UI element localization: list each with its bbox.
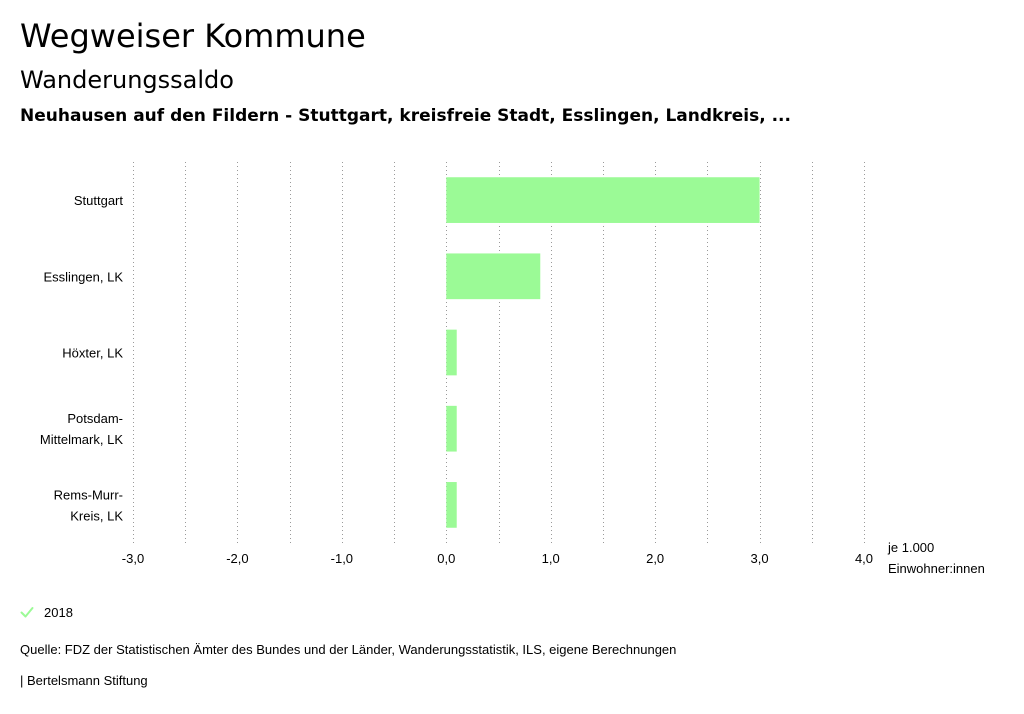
x-tick-label: 3,0	[751, 551, 769, 566]
source-note: Quelle: FDZ der Statistischen Ämter des …	[20, 642, 677, 657]
x-axis-tick-labels: -3,0 -2,0 -1,0 0,0 1,0 2,0 3,0 4,0	[122, 551, 873, 566]
x-tick-label: 2,0	[646, 551, 664, 566]
category-label: Esslingen, LK	[44, 269, 124, 284]
x-tick-label: -2,0	[226, 551, 248, 566]
bar[interactable]	[446, 482, 457, 528]
bars	[446, 177, 760, 528]
category-label-line: Esslingen, LK	[44, 269, 124, 284]
category-label-line: Kreis, LK	[70, 508, 123, 523]
legend[interactable]: 2018	[20, 602, 73, 622]
category-label: Höxter, LK	[62, 346, 123, 361]
category-label-line: Potsdam-	[67, 411, 123, 426]
x-tick-label: 1,0	[542, 551, 560, 566]
bar[interactable]	[446, 177, 760, 223]
category-label-line: Mittelmark, LK	[40, 432, 123, 447]
bar[interactable]	[446, 253, 541, 300]
category-label: Stuttgart	[74, 193, 124, 208]
category-labels: Stuttgart Esslingen, LK Höxter, LK Potsdam-…	[40, 193, 123, 523]
x-tick-label: -3,0	[122, 551, 144, 566]
category-label-line: Stuttgart	[74, 193, 124, 208]
bar[interactable]	[446, 329, 457, 376]
x-tick-label: -1,0	[331, 551, 353, 566]
category-label-line: Rems-Murr-	[54, 487, 123, 502]
chart-subtitle: Wanderungssaldo	[20, 66, 234, 94]
legend-label: 2018	[44, 604, 73, 620]
category-label: Potsdam- Mittelmark, LK	[40, 411, 123, 447]
checkmark-icon	[20, 607, 34, 618]
credit-note: | Bertelsmann Stiftung	[20, 673, 148, 688]
category-label-line: Höxter, LK	[62, 346, 123, 361]
region-label: Neuhausen auf den Fildern - Stuttgart, k…	[20, 106, 791, 126]
x-tick-label: 4,0	[855, 551, 873, 566]
chart-title: Wegweiser Kommune	[20, 17, 366, 55]
bar[interactable]	[446, 405, 457, 452]
x-axis-unit-label: je 1.000 Einwohner:innen	[887, 540, 985, 576]
category-label: Rems-Murr- Kreis, LK	[54, 487, 124, 523]
x-tick-label: 0,0	[437, 551, 455, 566]
unit-label-line-2: Einwohner:innen	[888, 561, 985, 576]
unit-label-line-1: je 1.000	[887, 540, 934, 555]
